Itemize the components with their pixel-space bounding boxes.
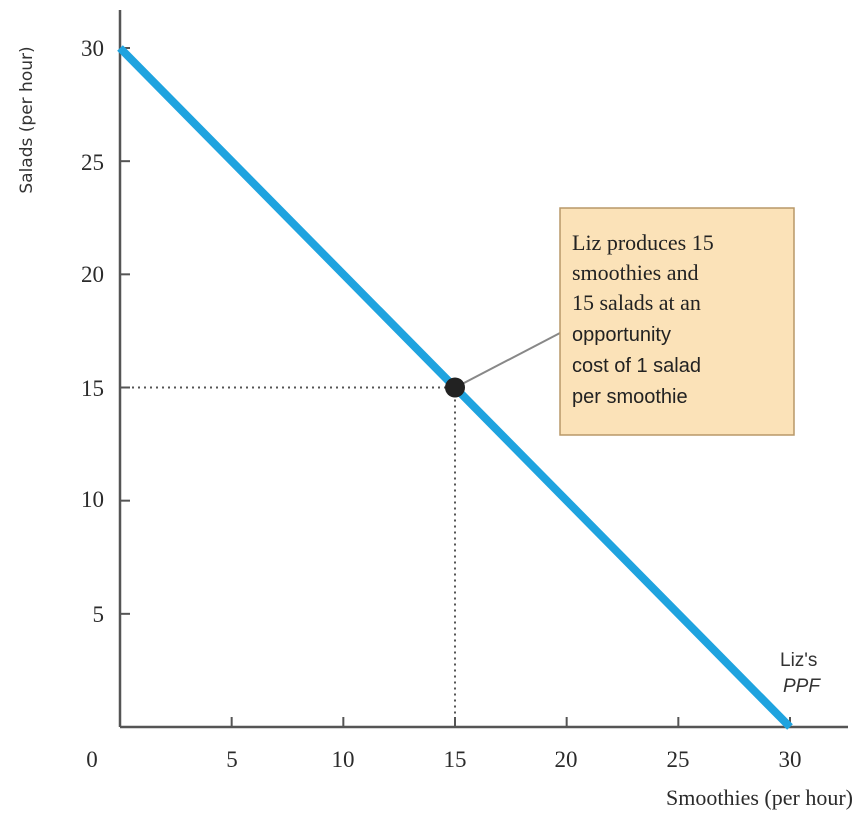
- callout-line-5: cost of 1 salad: [572, 355, 701, 377]
- ppf-label-line-2: PPF: [783, 676, 821, 697]
- callout-leader-line: [462, 332, 561, 385]
- y-axis-title: Salads (per hour): [17, 46, 37, 193]
- x-tick-label-30: 30: [779, 747, 802, 772]
- callout-line-3: 15 salads at an: [572, 290, 701, 315]
- x-tick-label-20: 20: [555, 747, 578, 772]
- y-tick-label-15: 15: [81, 376, 104, 401]
- x-tick-label-25: 25: [667, 747, 690, 772]
- y-tick-label-20: 20: [81, 262, 104, 287]
- production-point: [445, 377, 465, 398]
- x-axis-title: Smoothies (per hour): [666, 785, 853, 810]
- callout-line-6: per smoothie: [572, 386, 688, 408]
- callout-line-1: Liz produces 15: [572, 230, 714, 255]
- callout-box: [559, 207, 795, 436]
- x-tick-label-5: 5: [226, 747, 238, 772]
- y-tick-label-25: 25: [81, 150, 104, 175]
- ppf-label-line-1: Liz's: [780, 650, 817, 671]
- x-tick-label-15: 15: [444, 747, 467, 772]
- y-tick-label-30: 30: [81, 36, 104, 61]
- y-tick-label-10: 10: [81, 487, 104, 512]
- callout-line-2: smoothies and: [572, 260, 699, 285]
- x-tick-label-10: 10: [332, 747, 355, 772]
- callout-line-4: opportunity: [572, 324, 671, 346]
- y-tick-label-5: 5: [93, 602, 105, 627]
- x-tick-label-0: 0: [86, 747, 98, 772]
